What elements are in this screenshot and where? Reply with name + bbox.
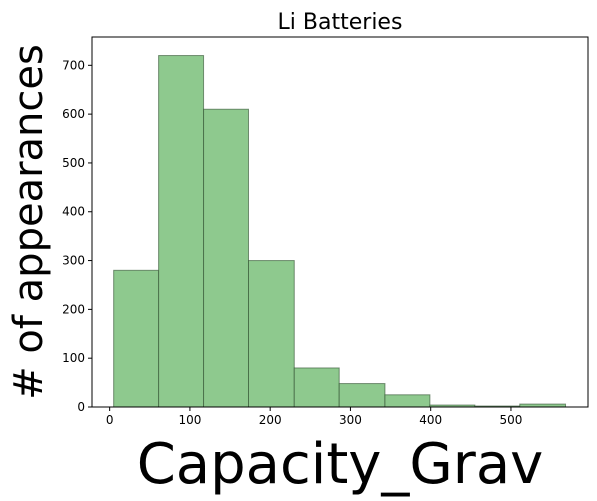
x-tick-label: 500: [499, 413, 522, 427]
x-tick-label: 400: [419, 413, 442, 427]
histogram-bar: [385, 395, 430, 407]
x-tick-label: 0: [106, 413, 114, 427]
y-tick-label: 600: [62, 107, 85, 121]
y-tick-label: 700: [62, 58, 85, 72]
y-tick-label: 200: [62, 302, 85, 316]
histogram-bar: [249, 261, 295, 407]
histogram-bar: [159, 56, 204, 407]
y-tick-label: 400: [62, 205, 85, 219]
x-axis-label: Capacity_Grav: [137, 432, 544, 497]
chart-title: Li Batteries: [278, 10, 403, 35]
y-tick-label: 0: [77, 400, 85, 414]
histogram-bar: [204, 109, 249, 407]
histogram-bar: [294, 368, 339, 407]
x-tick-label: 200: [259, 413, 282, 427]
y-axis-ticks: 0 100 200 300 400 500 600 700: [62, 58, 92, 414]
y-tick-label: 300: [62, 254, 85, 268]
y-tick-label: 500: [62, 156, 85, 170]
bars-group: [114, 56, 566, 407]
histogram-bar: [339, 384, 385, 407]
x-tick-label: 100: [178, 413, 201, 427]
x-tick-label: 300: [339, 413, 362, 427]
histogram-bar: [114, 270, 159, 407]
x-axis-ticks: 0 100 200 300 400 500: [106, 407, 523, 427]
y-axis-label: # of appearances: [6, 44, 52, 400]
y-tick-label: 100: [62, 351, 85, 365]
